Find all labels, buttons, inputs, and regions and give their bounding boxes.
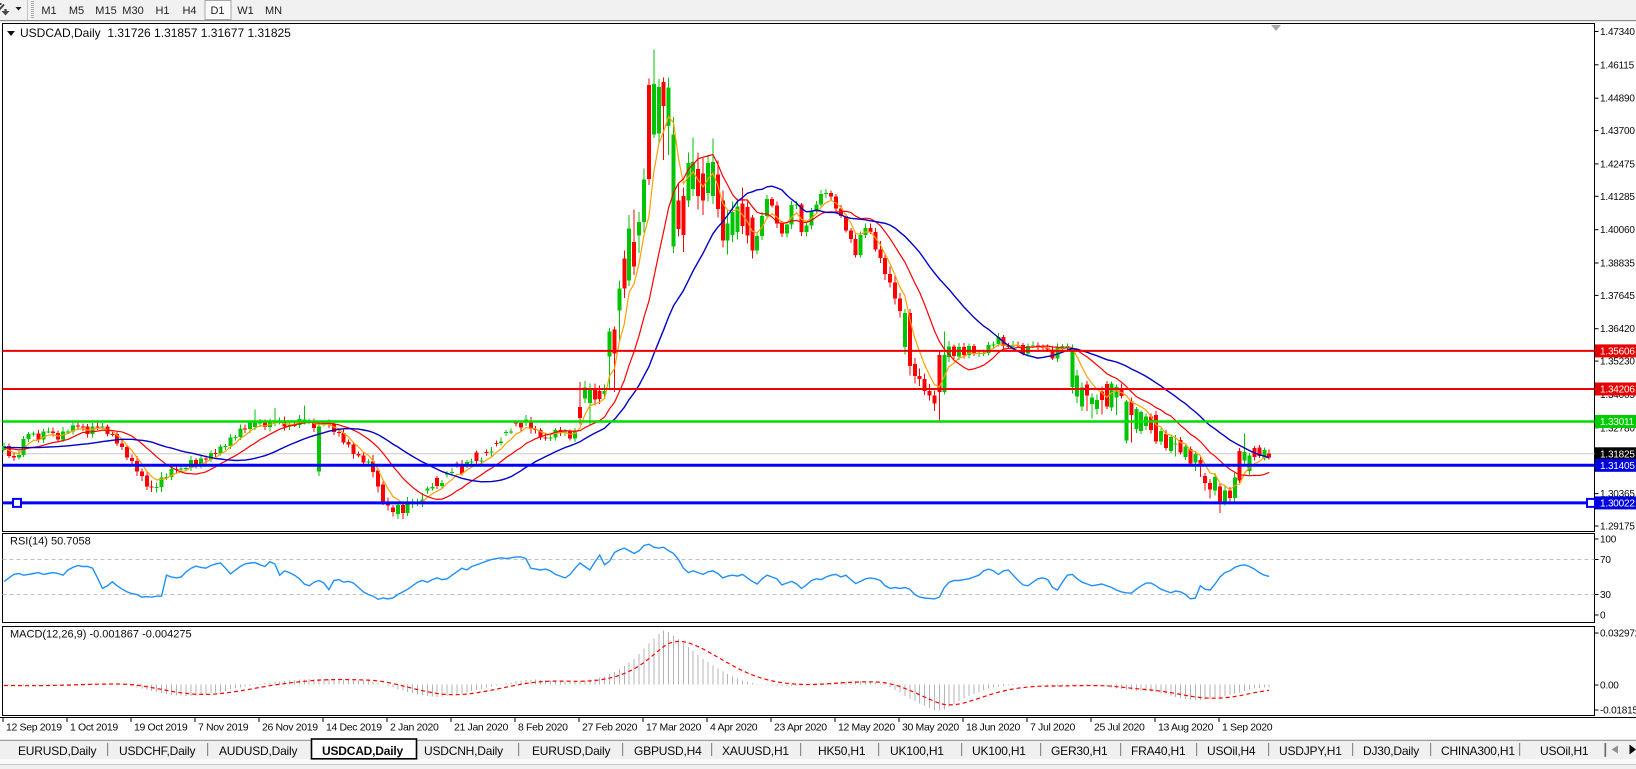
svg-text:MACD(12,26,9) -0.001867 -0.004: MACD(12,26,9) -0.001867 -0.004275 [10, 629, 192, 641]
svg-text:M5: M5 [69, 5, 84, 17]
svg-text:M30: M30 [122, 5, 143, 17]
svg-text:0.00: 0.00 [1600, 681, 1619, 692]
svg-text:EURUSD,Daily: EURUSD,Daily [18, 744, 96, 758]
svg-text:7 Nov 2019: 7 Nov 2019 [198, 722, 249, 734]
svg-text:CHINA300,H1: CHINA300,H1 [1441, 744, 1515, 758]
svg-text:1.41285: 1.41285 [1600, 192, 1635, 203]
svg-text:USDCHF,Daily: USDCHF,Daily [119, 744, 195, 758]
svg-text:2 Jan 2020: 2 Jan 2020 [390, 722, 439, 734]
svg-text:0.032972: 0.032972 [1600, 629, 1636, 640]
svg-text:14 Dec 2019: 14 Dec 2019 [326, 722, 382, 734]
svg-text:1.47340: 1.47340 [1600, 27, 1635, 38]
svg-text:W1: W1 [237, 5, 254, 17]
svg-text:17 Mar 2020: 17 Mar 2020 [646, 722, 702, 734]
svg-text:18 Jun 2020: 18 Jun 2020 [966, 722, 1020, 734]
svg-text:0: 0 [1600, 611, 1606, 622]
svg-text:GBPUSD,H4: GBPUSD,H4 [634, 744, 702, 758]
svg-text:12 May 2020: 12 May 2020 [838, 722, 895, 734]
svg-text:D1: D1 [210, 5, 224, 17]
svg-text:1.46115: 1.46115 [1600, 60, 1635, 71]
svg-text:HK50,H1: HK50,H1 [818, 744, 866, 758]
svg-text:-0.018154: -0.018154 [1600, 706, 1636, 717]
svg-text:1.35230: 1.35230 [1600, 357, 1635, 368]
svg-text:M1: M1 [41, 5, 56, 17]
svg-text:MN: MN [265, 5, 282, 17]
svg-text:USDCAD,Daily 1.31726 1.31857: USDCAD,Daily 1.31726 1.31857 1.31677 1.3… [20, 26, 291, 40]
svg-text:1 Sep 2020: 1 Sep 2020 [1222, 722, 1273, 734]
svg-text:1.40060: 1.40060 [1600, 225, 1635, 236]
svg-text:1.30365: 1.30365 [1600, 489, 1635, 500]
svg-text:4 Apr 2020: 4 Apr 2020 [710, 722, 758, 734]
svg-text:USOil,H1: USOil,H1 [1540, 744, 1589, 758]
svg-text:USDCNH,Daily: USDCNH,Daily [424, 744, 503, 758]
svg-text:1.31405: 1.31405 [1600, 461, 1635, 472]
svg-text:7 Jul 2020: 7 Jul 2020 [1030, 722, 1075, 734]
svg-text:M15: M15 [95, 5, 116, 17]
svg-text:19 Oct 2019: 19 Oct 2019 [134, 722, 188, 734]
svg-text:12 Sep 2019: 12 Sep 2019 [6, 722, 62, 734]
svg-text:1.42475: 1.42475 [1600, 159, 1635, 170]
svg-text:FRA40,H1: FRA40,H1 [1131, 744, 1186, 758]
svg-text:13 Aug 2020: 13 Aug 2020 [1158, 722, 1214, 734]
svg-text:1.44890: 1.44890 [1600, 94, 1635, 105]
svg-text:1.35606: 1.35606 [1600, 346, 1635, 357]
svg-text:26 Nov 2019: 26 Nov 2019 [262, 722, 318, 734]
svg-text:USOil,H4: USOil,H4 [1207, 744, 1256, 758]
svg-text:AUDUSD,Daily: AUDUSD,Daily [219, 744, 297, 758]
svg-text:1.43700: 1.43700 [1600, 126, 1635, 137]
svg-text:XAUUSD,H1: XAUUSD,H1 [722, 744, 789, 758]
svg-text:UK100,H1: UK100,H1 [890, 744, 944, 758]
svg-text:27 Feb 2020: 27 Feb 2020 [582, 722, 638, 734]
svg-text:1.30022: 1.30022 [1600, 498, 1635, 509]
svg-text:1.36420: 1.36420 [1600, 324, 1635, 335]
svg-text:H1: H1 [155, 5, 169, 17]
svg-text:RSI(14) 50.7058: RSI(14) 50.7058 [10, 536, 91, 548]
svg-text:1.29175: 1.29175 [1600, 522, 1635, 533]
svg-text:1.38835: 1.38835 [1600, 259, 1635, 270]
svg-text:UK100,H1: UK100,H1 [972, 744, 1026, 758]
svg-text:1.31825: 1.31825 [1600, 449, 1635, 460]
svg-text:25 Jul 2020: 25 Jul 2020 [1094, 722, 1145, 734]
svg-text:USDJPY,H1: USDJPY,H1 [1279, 744, 1342, 758]
svg-text:100: 100 [1600, 535, 1617, 546]
svg-text:1.34206: 1.34206 [1600, 385, 1635, 396]
svg-text:30 May 2020: 30 May 2020 [902, 722, 959, 734]
svg-text:EURUSD,Daily: EURUSD,Daily [532, 744, 610, 758]
svg-text:1.37645: 1.37645 [1600, 291, 1635, 302]
svg-text:USDCAD,Daily: USDCAD,Daily [322, 744, 403, 758]
svg-text:21 Jan 2020: 21 Jan 2020 [454, 722, 508, 734]
svg-text:8 Feb 2020: 8 Feb 2020 [518, 722, 568, 734]
svg-text:30: 30 [1600, 590, 1611, 601]
svg-text:1.33011: 1.33011 [1600, 417, 1635, 428]
svg-text:H4: H4 [182, 5, 196, 17]
svg-text:70: 70 [1600, 555, 1611, 566]
svg-text:1 Oct 2019: 1 Oct 2019 [70, 722, 118, 734]
svg-text:DJ30,Daily: DJ30,Daily [1363, 744, 1419, 758]
svg-text:1.32780: 1.32780 [1600, 423, 1635, 434]
svg-text:GER30,H1: GER30,H1 [1051, 744, 1108, 758]
svg-text:23 Apr 2020: 23 Apr 2020 [774, 722, 827, 734]
